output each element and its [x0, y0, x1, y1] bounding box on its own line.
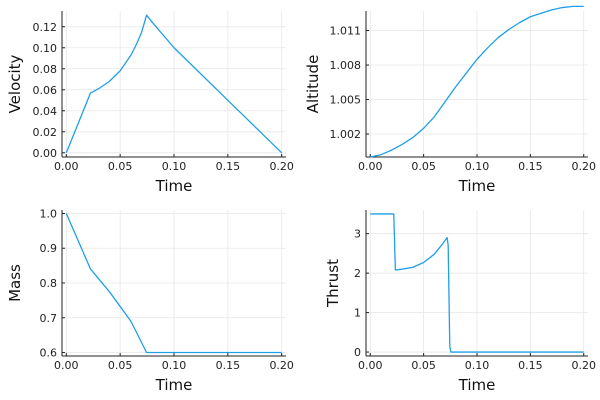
y-tick-label: 0.00 [33, 147, 58, 160]
thrust-series-line [370, 213, 584, 353]
y-tick-label: 0.10 [33, 42, 58, 55]
x-tick-label: 0.00 [54, 359, 79, 372]
x-tick-label: 0.05 [411, 359, 436, 372]
x-tick-label: 0.10 [465, 359, 490, 372]
mass-panel: 0.00 0.05 0.10 0.15 0.20 0.6 0.7 0.8 0.9 1.0 Time M… [6, 207, 294, 394]
x-tick-label: 0.00 [358, 359, 383, 372]
x-axis-label: Time [458, 177, 496, 195]
x-tick-label: 0.05 [108, 160, 133, 173]
y-tick-label: 0.6 [40, 347, 58, 360]
mass-series-line [65, 213, 282, 354]
x-tick-label: 0.00 [358, 160, 383, 173]
y-tick-label: 3 [354, 228, 361, 241]
y-tick-label: 0.7 [40, 312, 58, 325]
y-tick-label: 0.04 [33, 105, 58, 118]
x-tick-label: 0.20 [269, 160, 294, 173]
y-tick-label: 0.08 [33, 63, 58, 76]
y-tick-label: 1.008 [330, 59, 362, 72]
y-axis-label: Mass [6, 264, 24, 302]
x-tick-label: 0.15 [216, 160, 241, 173]
x-tick-label: 0.20 [571, 160, 596, 173]
x-tick-label: 0.10 [465, 160, 490, 173]
altitude-panel: 0.00 0.05 0.10 0.15 0.20 1.002 1.005 1.008 1.011… [304, 5, 596, 195]
x-tick-label: 0.10 [162, 160, 187, 173]
y-tick-label: 2 [354, 267, 361, 280]
y-tick-label: 0.06 [33, 84, 58, 97]
x-tick-label: 0.15 [518, 359, 543, 372]
y-tick-label: 0.12 [33, 21, 58, 34]
y-tick-label: 1.005 [330, 94, 362, 107]
y-axis-label: Altitude [304, 55, 322, 114]
velocity-panel: 0.00 0.05 0.10 0.15 0.20 0.00 0.02 0.04 0.06 0.08… [6, 11, 294, 195]
y-tick-label: 1.002 [330, 128, 362, 141]
x-tick-label: 0.00 [54, 160, 79, 173]
x-tick-label: 0.15 [518, 160, 543, 173]
y-tick-label: 1.0 [40, 207, 58, 220]
x-tick-label: 0.05 [108, 359, 133, 372]
y-tick-label: 0 [354, 346, 361, 359]
y-tick-label: 1.011 [330, 25, 362, 38]
altitude-series-line [370, 5, 584, 158]
x-tick-label: 0.15 [216, 359, 241, 372]
y-axis-label: Thrust [324, 259, 342, 308]
y-tick-label: 0.8 [40, 277, 58, 290]
thrust-panel: 0.00 0.05 0.10 0.15 0.20 0 1 2 3 Time Thrust [324, 210, 596, 394]
x-axis-label: Time [155, 376, 193, 394]
x-tick-label: 0.05 [411, 160, 436, 173]
y-tick-label: 0.02 [33, 126, 58, 139]
y-tick-label: 1 [354, 307, 361, 320]
x-axis-label: Time [458, 376, 496, 394]
y-axis-label: Velocity [6, 54, 24, 113]
x-tick-label: 0.20 [269, 359, 294, 372]
x-tick-label: 0.20 [571, 359, 596, 372]
y-tick-label: 0.9 [40, 242, 58, 255]
velocity-series-line [65, 14, 283, 154]
x-tick-label: 0.10 [162, 359, 187, 372]
x-axis-label: Time [155, 177, 193, 195]
